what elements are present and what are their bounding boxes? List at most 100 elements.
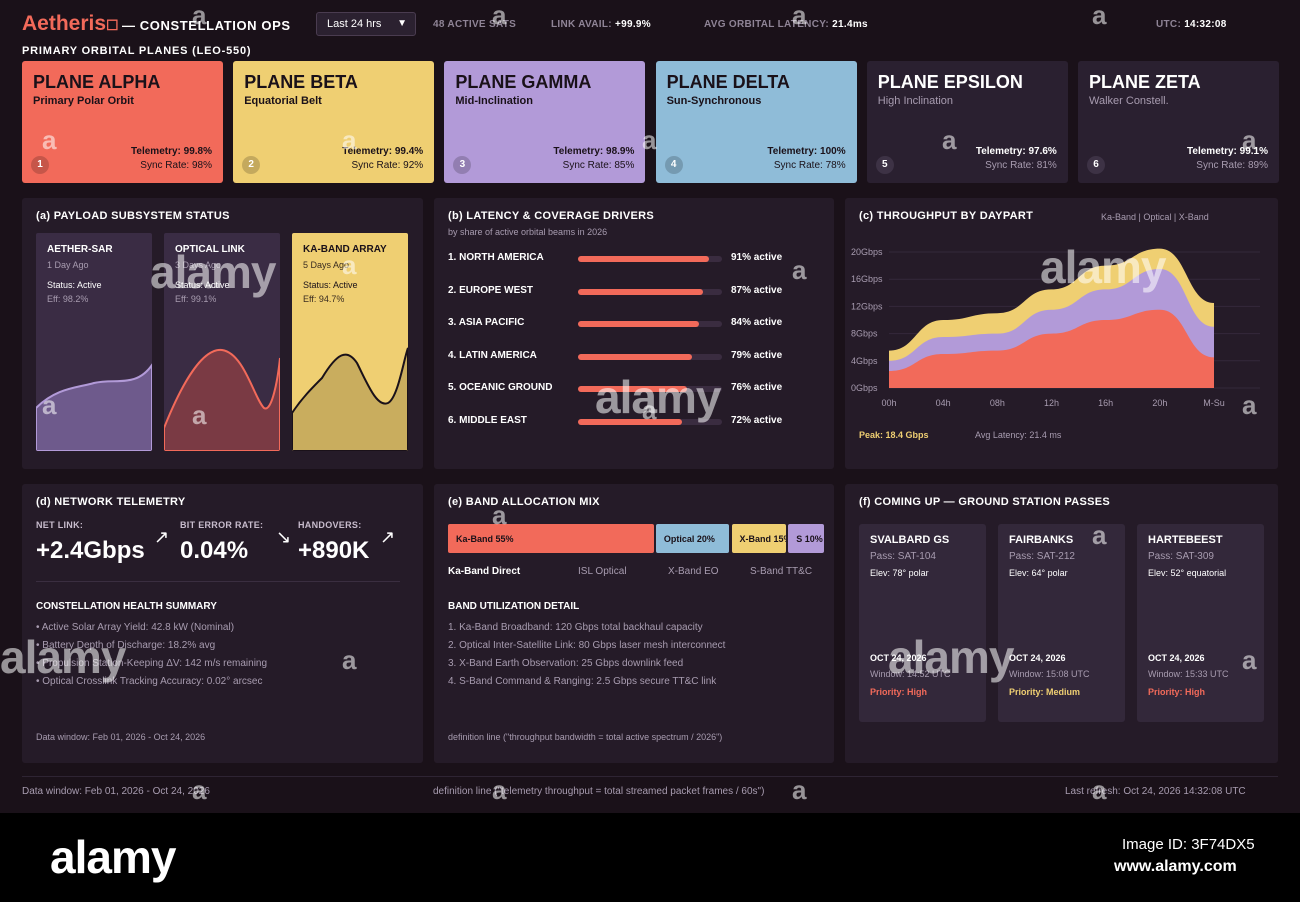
band-detail-item: 4. S-Band Command & Ranging: 2.5 Gbps se…: [448, 676, 717, 687]
panel-title: (c) THROUGHPUT BY DAYPART: [859, 210, 1034, 222]
plane-name: PLANE ALPHA: [33, 72, 161, 92]
subsystem-card[interactable]: AETHER-SAR 1 Day Ago Status: Active Eff: 98…: [36, 233, 152, 451]
subsystem-status: Status: Active: [47, 280, 102, 290]
brand-glyph-icon: ☐: [106, 17, 119, 33]
plane-number-badge: 4: [664, 156, 683, 174]
station-window: Window: 14:52 UTC: [870, 669, 951, 679]
plane-name: PLANE ZETA: [1089, 72, 1201, 92]
subsystem-status: Status: Active: [303, 280, 358, 290]
subsystem-efficiency: Eff: 99.1%: [175, 294, 217, 304]
x-tick-label: 16h: [1098, 398, 1113, 408]
watermark-mark: a: [492, 500, 507, 530]
health-item: • Propulsion Station-Keeping ΔV: 142 m/s…: [36, 658, 268, 669]
driver-bar-fill: [578, 288, 704, 295]
station-pass: Pass: SAT-309: [1148, 551, 1214, 562]
driver-value: 79% active: [731, 349, 783, 361]
ground-station-card[interactable]: HARTEBEEST Pass: SAT-309 Elev: 52° equator…: [1137, 524, 1264, 722]
driver-bar-track: [578, 256, 722, 262]
telemetry-panel: (d) NETWORK TELEMETRY NET LINK: +2.4Gbps ↗…: [22, 484, 423, 763]
stock-image-id: Image ID: 3F74DX5: [1122, 836, 1255, 853]
x-tick-label: 00h: [881, 398, 896, 408]
watermark-mark: a: [1242, 125, 1257, 155]
top-bar: Aetheris☐ — CONSTELLATION OPS Last 24 hr…: [0, 0, 1300, 48]
ground-station-card[interactable]: FAIRBANKS Pass: SAT-212 Elev: 64° polar OCT…: [998, 524, 1125, 722]
driver-label: 2. EUROPE WEST: [448, 284, 534, 296]
ground-station-card[interactable]: SVALBARD GS Pass: SAT-104 Elev: 78° polar O…: [859, 524, 986, 722]
watermark-mark: a: [1242, 645, 1257, 675]
driver-row: 3. ASIA PACIFIC 84% active: [448, 317, 828, 331]
divider: [36, 581, 400, 582]
plane-card[interactable]: PLANE EPSILON High Inclination Telemetry: …: [866, 61, 1068, 183]
plane-card[interactable]: PLANE DELTA Sun-Synchronous Telemetry: 100…: [655, 61, 857, 183]
station-priority: Priority: Medium: [1009, 687, 1081, 697]
plane-card[interactable]: PLANE ZETA Walker Constell. Telemetry: 99.…: [1078, 61, 1279, 183]
station-elevation: Elev: 52° equatorial: [1148, 568, 1227, 578]
sparkline-chart: [292, 347, 408, 451]
driver-bar-track: [578, 418, 722, 425]
station-date: OCT 24, 2026: [1148, 653, 1205, 663]
plane-number-badge: 3: [453, 156, 472, 174]
driver-bar-fill: [578, 321, 699, 327]
watermark-mark: a: [492, 775, 507, 805]
watermark-mark: a: [792, 255, 807, 285]
metric-value: +890K: [298, 537, 370, 564]
metric-value: +2.4Gbps: [36, 537, 145, 564]
y-tick-label: 4Gbps: [851, 356, 878, 366]
driver-row: 4. LATIN AMERICA 79% active: [448, 350, 828, 364]
subsystem-card[interactable]: KA-BAND ARRAY 5 Days Ago Status: Active Eff…: [292, 233, 408, 451]
payload-panel: (a) PAYLOAD SUBSYSTEM STATUS AETHER-SAR 1…: [22, 198, 423, 469]
time-range-select[interactable]: Last 24 hrs ▼: [316, 12, 416, 36]
band-segment[interactable]: Optical 20%: [655, 524, 730, 553]
passes-panel: (f) COMING UP — GROUND STATION PASSES SV…: [845, 484, 1278, 763]
panel-title: (f) COMING UP — GROUND STATION PASSES: [859, 496, 1111, 508]
x-tick-label: 12h: [1044, 398, 1059, 408]
panel-title: (b) LATENCY & COVERAGE DRIVERS: [448, 210, 654, 222]
plane-telemetry: Telemetry: 97.6%: [975, 146, 1057, 157]
plane-number-badge: 6: [1087, 156, 1105, 174]
sparkline-chart: [164, 348, 280, 451]
area-series-kaband: [889, 309, 1214, 388]
band-detail-item: 2. Optical Inter-Satellite Link: 80 Gbps…: [448, 640, 726, 651]
subsystem-card[interactable]: OPTICAL LINK 3 Days Ago Status: Active Eff:…: [164, 233, 280, 451]
y-tick-label: 0Gbps: [851, 383, 878, 393]
watermark-mark: a: [942, 125, 957, 155]
footer-refresh: Last refresh: Oct 24, 2026 14:32:08 UTC: [1065, 786, 1246, 797]
peak-value: Peak: 18.4 Gbps: [859, 430, 929, 440]
plane-name: PLANE EPSILON: [877, 72, 1023, 92]
plane-card[interactable]: PLANE GAMMA Mid-Inclination Telemetry: 98.…: [444, 61, 646, 183]
app-subtitle: — CONSTELLATION OPS: [122, 18, 291, 33]
watermark-logo: alamy: [1040, 241, 1166, 293]
active-sats-stat: 48 ACTIVE SATS: [433, 19, 517, 30]
band-detail-title: BAND UTILIZATION DETAIL: [448, 601, 580, 612]
plane-telemetry: Telemetry: 99.4%: [342, 146, 424, 157]
band-segment[interactable]: S 10%: [788, 524, 824, 553]
sparkline-area: [292, 347, 408, 451]
station-date: OCT 24, 2026: [870, 653, 927, 663]
watermark-logo: alamy: [595, 371, 721, 423]
plane-card[interactable]: PLANE ALPHA Primary Polar Orbit Telemetry:…: [22, 61, 223, 183]
band-segment[interactable]: Ka-Band 55%: [448, 524, 654, 553]
chart-legend: Ka-Band | Optical | X-Band: [1101, 212, 1209, 222]
trend-arrow-icon: ↗: [380, 527, 396, 547]
driver-label: 6. MIDDLE EAST: [448, 414, 527, 426]
driver-bar-fill: [578, 353, 692, 360]
plane-telemetry: Telemetry: 100%: [767, 146, 846, 157]
watermark-mark: a: [192, 0, 207, 30]
station-pass: Pass: SAT-104: [870, 551, 936, 562]
metric-value: 0.04%: [180, 537, 249, 564]
station-priority: Priority: High: [870, 687, 928, 697]
plane-sync-rate: Sync Rate: 98%: [140, 160, 212, 171]
band-legend-label: S-Band TT&C: [750, 566, 813, 577]
band-segment[interactable]: X-Band 15%: [731, 524, 787, 553]
subsystem-status: Status: Active: [175, 280, 230, 290]
driver-value: 72% active: [731, 414, 783, 426]
plane-subtitle: Mid-Inclination: [455, 95, 533, 107]
health-item: • Battery Depth of Discharge: 18.2% avg: [36, 640, 216, 651]
band-detail-item: 1. Ka-Band Broadband: 120 Gbps total bac…: [448, 622, 703, 633]
health-item: • Optical Crosslink Tracking Accuracy: 0…: [36, 676, 263, 687]
plane-name: PLANE GAMMA: [455, 72, 592, 92]
plane-card[interactable]: PLANE BETA Equatorial Belt Telemetry: 99.4…: [233, 61, 435, 183]
watermark-mark: a: [642, 125, 657, 155]
driver-row: 2. EUROPE WEST 87% active: [448, 285, 828, 299]
band-legend-label: Ka-Band Direct: [448, 566, 521, 577]
